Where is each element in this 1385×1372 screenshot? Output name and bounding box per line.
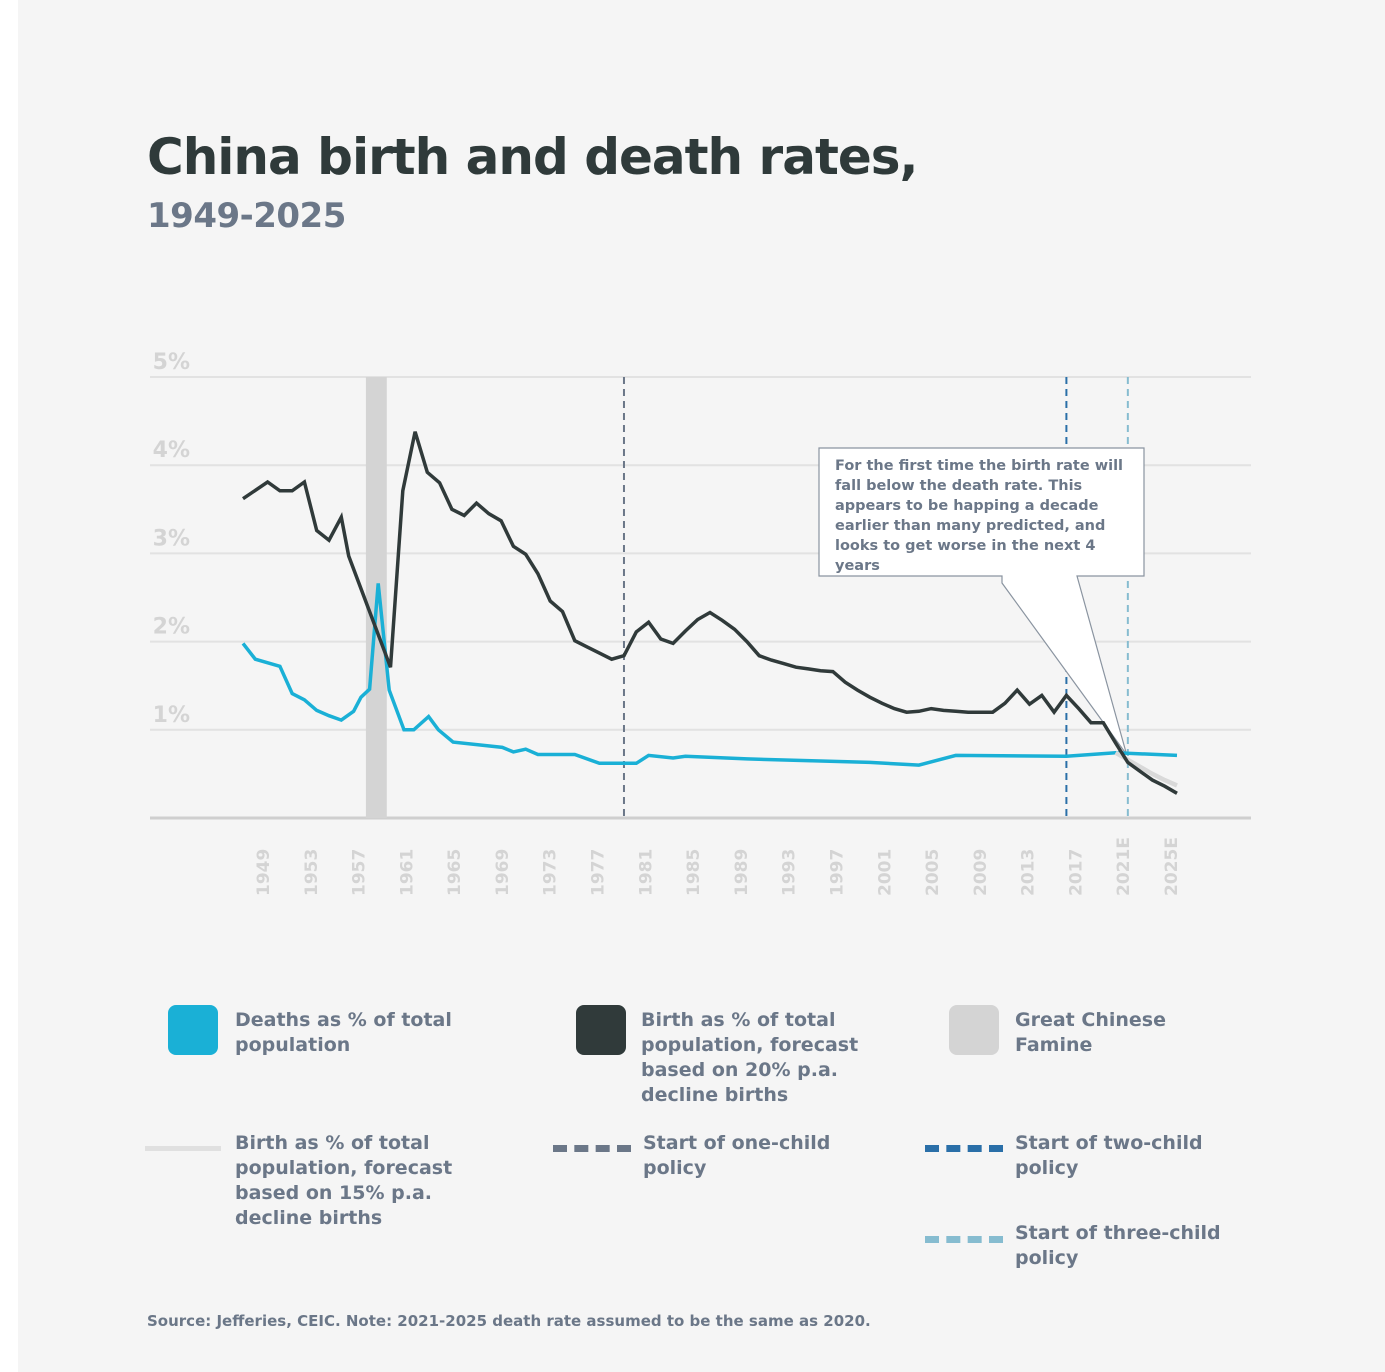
y-tick-label: 2%	[153, 615, 190, 640]
x-tick-label: 1949	[254, 849, 274, 896]
x-tick-label: 1989	[732, 849, 752, 896]
legend-label-famine: Great Chinese Famine	[1015, 1009, 1166, 1056]
y-tick-label: 4%	[153, 438, 190, 463]
x-tick-label: 1977	[589, 849, 609, 896]
x-tick-label: 2025E	[1162, 837, 1182, 896]
x-tick-label: 2009	[971, 849, 991, 896]
births-20-line	[242, 431, 1178, 795]
legend-label-three-child: Start of three-child policy	[1015, 1222, 1221, 1269]
legend-label-two-child: Start of two-child policy	[1015, 1132, 1203, 1179]
x-tick-label: 1993	[780, 849, 800, 896]
x-tick-labels: 1949 1953 1957 1961 1965 1969 1973 1977 1981 1985…	[254, 837, 1182, 896]
x-tick-label: 1957	[350, 849, 370, 896]
y-tick-labels: 1% 2% 3% 4% 5%	[153, 350, 190, 728]
x-tick-label: 2001	[875, 849, 895, 896]
legend-swatch-famine	[949, 1005, 999, 1055]
legend-label-births-15: Birth as % of total population, forecast…	[235, 1132, 453, 1229]
y-tick-label: 1%	[153, 703, 190, 728]
deaths-line	[241, 583, 1178, 767]
legend-swatch-births-20	[576, 1005, 626, 1055]
gridlines	[150, 376, 1251, 820]
source-note: Source: Jefferies, CEIC. Note: 2021-2025…	[147, 1312, 871, 1330]
x-tick-label: 1961	[397, 849, 417, 896]
legend-line-three-child	[925, 1236, 1003, 1243]
chart-title: China birth and death rates,	[147, 128, 919, 186]
legend-line-births-15	[145, 1146, 221, 1151]
x-tick-label: 1997	[827, 849, 847, 896]
y-tick-label: 3%	[153, 526, 190, 551]
x-tick-label: 2005	[923, 849, 943, 896]
x-tick-label: 1981	[636, 849, 656, 896]
series-lines	[241, 431, 1178, 795]
legend-label-births-20: Birth as % of total population, forecast…	[641, 1009, 859, 1106]
x-tick-label: 1973	[541, 849, 561, 896]
legend-label-deaths: Deaths as % of total population	[235, 1009, 452, 1056]
legend-swatch-deaths	[168, 1005, 218, 1055]
chart-subtitle: 1949-2025	[147, 196, 346, 236]
legend-line-one-child	[553, 1145, 631, 1152]
legend-line-two-child	[925, 1145, 1003, 1152]
x-tick-label: 2017	[1066, 849, 1086, 896]
callout-annotation: For the first time the birth rate will f…	[835, 458, 1124, 574]
x-tick-label: 1953	[302, 849, 322, 896]
x-tick-label: 2021E	[1114, 837, 1134, 896]
x-tick-label: 2013	[1019, 849, 1039, 896]
y-tick-label: 5%	[153, 350, 190, 375]
x-tick-label: 1985	[684, 849, 704, 896]
legend-label-one-child: Start of one-child policy	[643, 1132, 831, 1179]
chart-panel	[18, 0, 1385, 1372]
x-tick-label: 1969	[493, 849, 513, 896]
x-tick-label: 1965	[445, 849, 465, 896]
